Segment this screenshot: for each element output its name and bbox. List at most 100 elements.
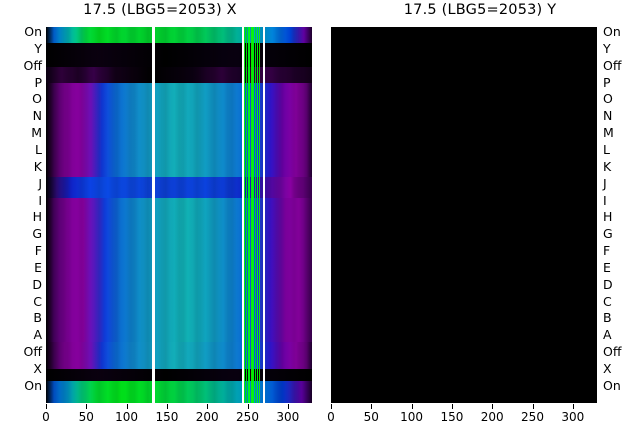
category-label-left-7: L <box>35 141 42 157</box>
category-label-left-17: B <box>33 310 42 326</box>
x-tick-label-right-1: 50 <box>363 410 379 424</box>
x-tick-left-3 <box>166 404 168 409</box>
x-tick-label-left-3: 150 <box>155 410 179 424</box>
x-tick-label-left-4: 200 <box>195 410 219 424</box>
category-label-left-4: O <box>32 91 42 107</box>
x-tick-right-2 <box>411 404 413 409</box>
x-tick-left-2 <box>126 404 128 409</box>
x-tick-label-right-0: 0 <box>327 410 335 424</box>
category-label-left-1: Y <box>34 40 42 56</box>
band-l <box>46 177 312 199</box>
category-label-right-14: E <box>603 259 611 275</box>
x-tick-right-6 <box>572 404 574 409</box>
category-label-left-10: I <box>38 192 42 208</box>
category-label-left-18: A <box>33 327 42 343</box>
category-label-right-12: G <box>603 226 613 242</box>
x-tick-label-right-6: 300 <box>561 410 585 424</box>
panel-x: 17.5 (LBG5=2053) X <box>83 2 237 18</box>
x-tick-label-left-6: 300 <box>276 410 300 424</box>
category-label-right-16: C <box>603 293 612 309</box>
category-label-right-8: K <box>603 158 612 174</box>
band-a-lower <box>46 341 312 369</box>
category-label-left-19: Off <box>23 344 42 360</box>
band-x-on-bottom <box>46 381 312 403</box>
category-label-left-13: F <box>34 243 42 259</box>
x-tick-right-0 <box>331 404 332 409</box>
category-label-right-20: X <box>603 361 612 376</box>
band-y-top <box>46 43 312 68</box>
category-label-left-14: E <box>34 259 42 275</box>
category-label-left-6: M <box>31 125 42 141</box>
panel-x-title: 17.5 (LBG5=2053) X <box>83 2 237 18</box>
category-label-right-3: P <box>603 74 611 90</box>
category-label-right-4: O <box>603 91 613 107</box>
category-label-left-3: P <box>34 74 42 90</box>
spike-column-3 <box>250 27 252 403</box>
spike-column-1 <box>246 27 247 403</box>
x-tick-label-left-1: 50 <box>78 410 94 424</box>
category-label-left-0: On <box>24 24 42 39</box>
category-label-right-21: On <box>603 377 621 393</box>
dropout-column-0 <box>152 27 155 403</box>
x-tick-label-right-5: 250 <box>521 410 544 424</box>
trace-overlay-x <box>46 27 312 403</box>
x-tick-label-left-0: 0 <box>42 410 50 424</box>
dropout-column-1 <box>241 27 245 403</box>
band-p-to-m <box>46 83 312 178</box>
category-label-right-10: I <box>603 192 607 208</box>
spike-column-6 <box>256 27 259 403</box>
category-label-right-5: N <box>603 108 613 124</box>
category-label-right-13: F <box>603 243 611 259</box>
category-label-right-18: A <box>603 327 612 343</box>
category-label-left-20: X <box>33 361 42 376</box>
category-axis-left: On Y Off P O N M L K J I H G F E D C B A Off X On <box>0 0 46 440</box>
x-tick-right-4 <box>492 404 494 409</box>
category-label-right-9: J <box>603 175 607 191</box>
x-tick-left-4 <box>207 404 209 409</box>
category-axis-right: On Y Off P O N M L K J I H G F E D C B A Off X On <box>598 0 640 440</box>
x-axis-left: 0 50 100 150 200 250 300 <box>42 404 312 434</box>
x-tick-left-5 <box>247 404 249 409</box>
category-label-left-15: D <box>32 276 42 292</box>
category-label-left-5: N <box>32 108 42 124</box>
x-tick-label-left-5: 250 <box>236 410 259 424</box>
x-tick-left-1 <box>86 404 88 409</box>
x-tick-label-right-2: 100 <box>400 410 424 424</box>
category-label-left-9: J <box>38 175 42 191</box>
spike-column-7 <box>259 27 261 403</box>
category-label-right-17: B <box>603 310 612 326</box>
category-label-right-6: M <box>603 125 614 141</box>
band-off-bottom <box>46 368 312 382</box>
x-tick-label-right-3: 150 <box>440 410 464 424</box>
x-tick-label-right-4: 200 <box>480 410 504 424</box>
x-tick-right-5 <box>532 404 534 409</box>
category-label-right-15: D <box>603 276 613 292</box>
category-label-left-2: Off <box>23 57 42 73</box>
category-label-left-16: C <box>33 293 42 309</box>
dropout-column-2 <box>262 27 265 403</box>
spike-column-0 <box>244 27 246 403</box>
x-tick-left-0 <box>46 404 47 409</box>
category-label-right-7: L <box>603 141 610 157</box>
category-label-left-12: G <box>32 226 42 242</box>
spike-column-4 <box>252 27 254 403</box>
x-tick-left-6 <box>287 404 289 409</box>
x-tick-right-1 <box>371 404 373 409</box>
band-on-top <box>46 27 312 43</box>
heatmap-column-grain <box>46 27 312 403</box>
heatmap-x[interactable] <box>46 27 312 403</box>
panel-y: 17.5 (LBG5=2053) Y <box>320 0 640 440</box>
category-label-left-21: On <box>24 377 42 393</box>
spike-column-5 <box>254 27 256 403</box>
trace-overlay-y <box>331 27 597 403</box>
heatmap-y[interactable] <box>331 27 597 403</box>
band-k-to-a <box>46 198 312 342</box>
category-label-right-1: Y <box>603 40 611 56</box>
panel-y-title: 17.5 (LBG5=2053) Y <box>403 2 557 18</box>
x-tick-label-left-2: 100 <box>115 410 139 424</box>
x-tick-right-3 <box>451 404 453 409</box>
category-label-right-19: Off <box>603 344 622 360</box>
category-label-left-11: H <box>32 209 42 225</box>
band-off-top <box>46 67 312 84</box>
